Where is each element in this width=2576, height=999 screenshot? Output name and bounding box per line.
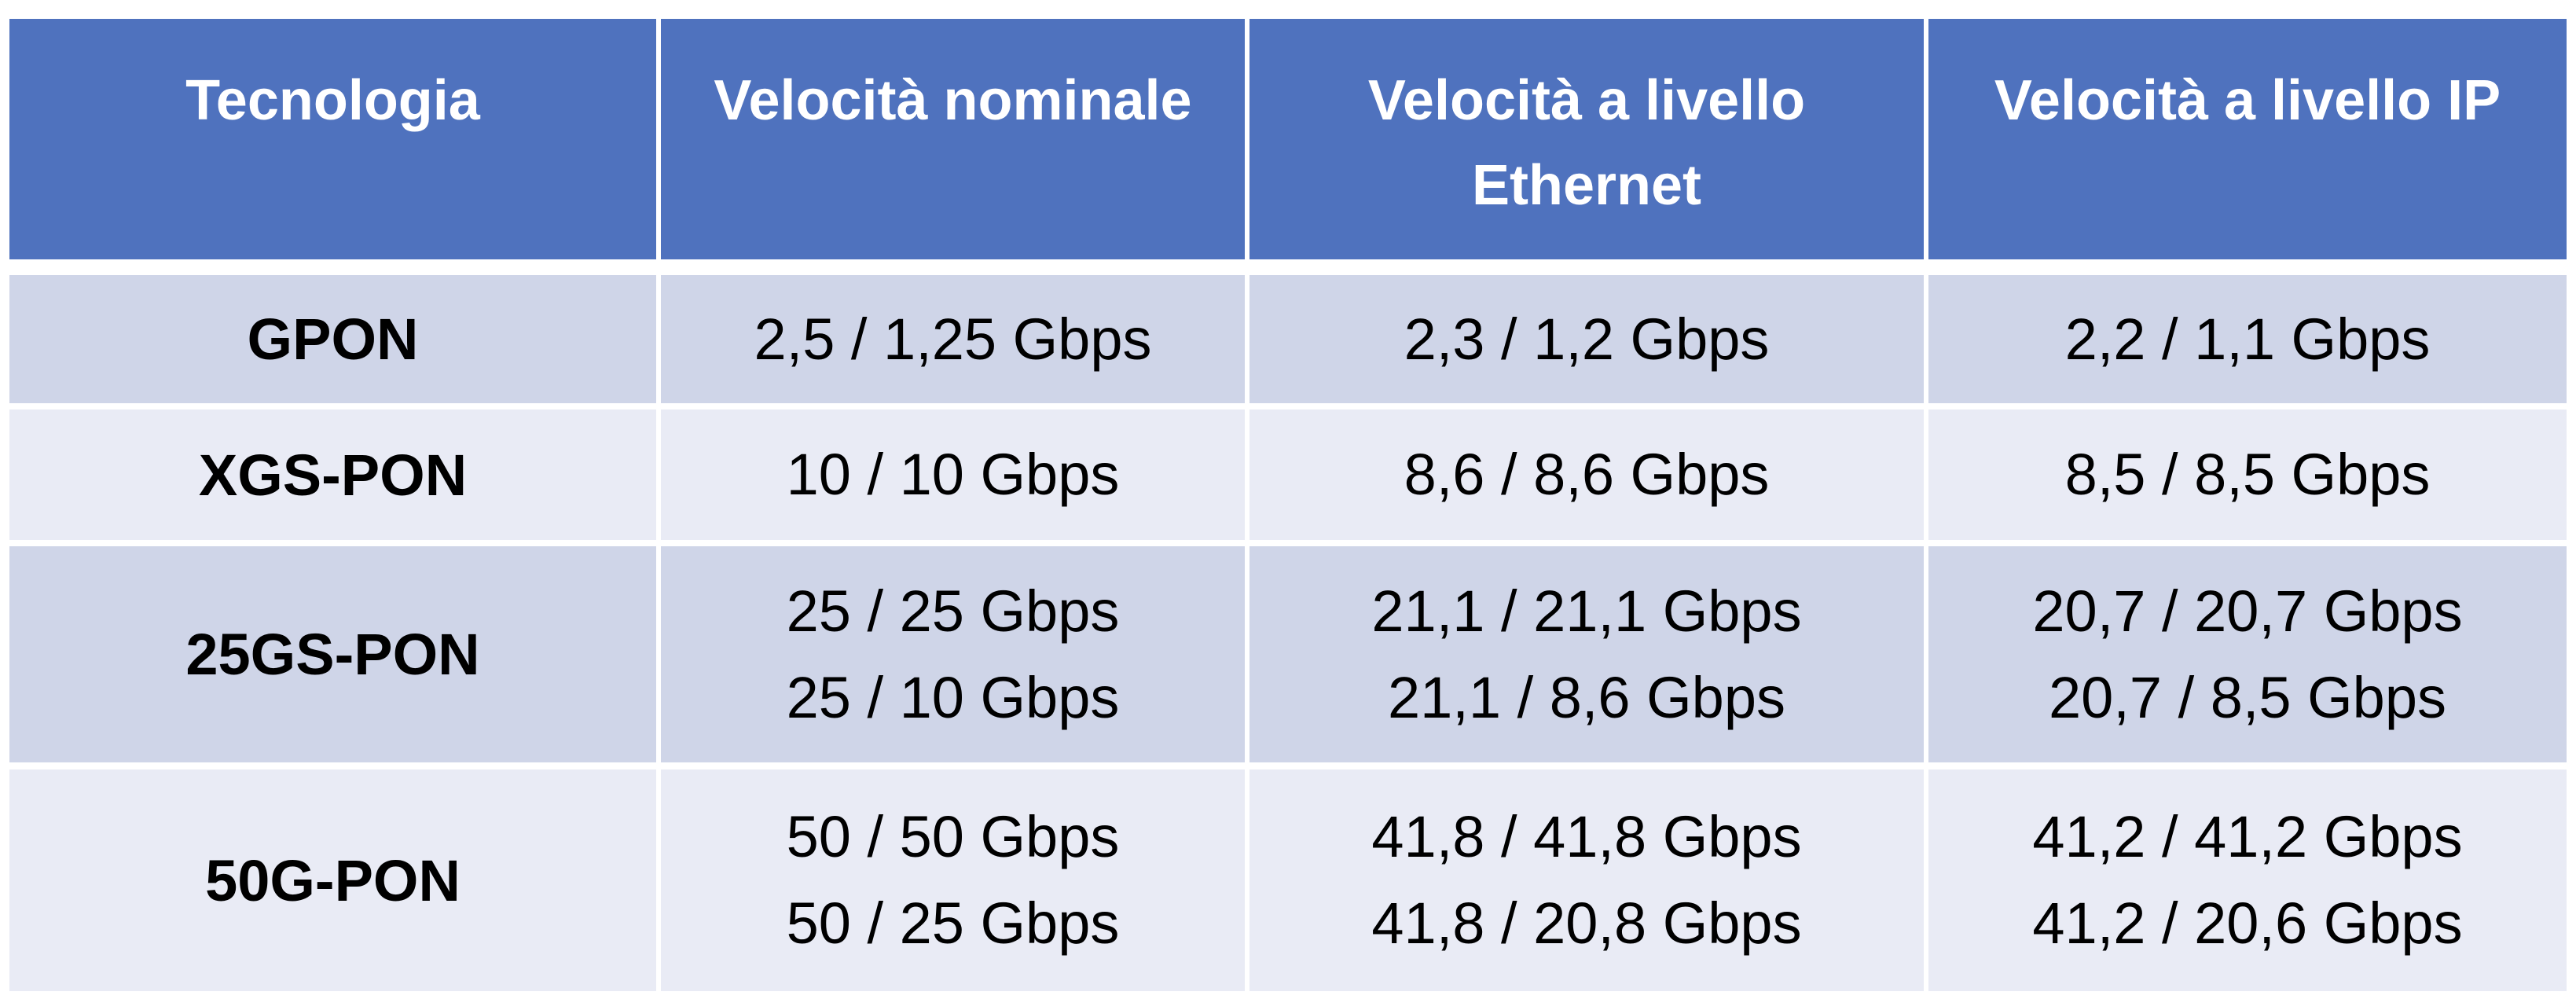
nominal-line: 25 / 10 Gbps bbox=[786, 664, 1120, 730]
ip-line: 41,2 / 41,2 Gbps bbox=[2032, 804, 2463, 869]
header-velocita-ip: Velocità a livello IP bbox=[1928, 19, 2567, 259]
ip-cell: 20,7 / 20,7 Gbps 20,7 / 8,5 Gbps bbox=[1928, 546, 2567, 762]
ip-line: 20,7 / 20,7 Gbps bbox=[2032, 578, 2463, 644]
header-velocita-ethernet: Velocità a livello Ethernet bbox=[1249, 19, 1924, 259]
ip-line: 20,7 / 8,5 Gbps bbox=[2048, 664, 2446, 730]
ethernet-line: 41,8 / 41,8 Gbps bbox=[1371, 804, 1802, 869]
ethernet-cell: 21,1 / 21,1 Gbps 21,1 / 8,6 Gbps bbox=[1249, 546, 1924, 762]
tech-cell: 25GS-PON bbox=[9, 546, 656, 762]
header-tecnologia: Tecnologia bbox=[9, 19, 656, 259]
header-velocita-nominale: Velocità nominale bbox=[661, 19, 1245, 259]
ip-cell: 8,5 / 8,5 Gbps bbox=[1928, 410, 2567, 540]
table-row: 50G-PON 50 / 50 Gbps 50 / 25 Gbps 41,8 /… bbox=[0, 769, 2576, 991]
nominal-cell: 2,5 / 1,25 Gbps bbox=[661, 275, 1245, 403]
ethernet-cell: 41,8 / 41,8 Gbps 41,8 / 20,8 Gbps bbox=[1249, 769, 1924, 991]
table-row: 25GS-PON 25 / 25 Gbps 25 / 10 Gbps 21,1 … bbox=[0, 546, 2576, 762]
ip-cell: 2,2 / 1,1 Gbps bbox=[1928, 275, 2567, 403]
nominal-cell: 25 / 25 Gbps 25 / 10 Gbps bbox=[661, 546, 1245, 762]
tech-cell: GPON bbox=[9, 275, 656, 403]
ip-cell: 41,2 / 41,2 Gbps 41,2 / 20,6 Gbps bbox=[1928, 769, 2567, 991]
ip-line: 41,2 / 20,6 Gbps bbox=[2032, 891, 2463, 956]
nominal-line: 50 / 50 Gbps bbox=[786, 804, 1120, 869]
tech-cell: XGS-PON bbox=[9, 410, 656, 540]
nominal-cell: 50 / 50 Gbps 50 / 25 Gbps bbox=[661, 769, 1245, 991]
nominal-line: 50 / 25 Gbps bbox=[786, 891, 1120, 956]
table-row: GPON 2,5 / 1,25 Gbps 2,3 / 1,2 Gbps 2,2 … bbox=[0, 275, 2576, 403]
ethernet-line: 21,1 / 21,1 Gbps bbox=[1371, 578, 1802, 644]
table-row: XGS-PON 10 / 10 Gbps 8,6 / 8,6 Gbps 8,5 … bbox=[0, 410, 2576, 540]
tech-cell: 50G-PON bbox=[9, 769, 656, 991]
ethernet-cell: 8,6 / 8,6 Gbps bbox=[1249, 410, 1924, 540]
nominal-cell: 10 / 10 Gbps bbox=[661, 410, 1245, 540]
table-header-row: Tecnologia Velocità nominale Velocità a … bbox=[0, 19, 2576, 259]
ethernet-line: 21,1 / 8,6 Gbps bbox=[1387, 664, 1785, 730]
nominal-line: 25 / 25 Gbps bbox=[786, 578, 1120, 644]
ethernet-line: 41,8 / 20,8 Gbps bbox=[1371, 891, 1802, 956]
ethernet-cell: 2,3 / 1,2 Gbps bbox=[1249, 275, 1924, 403]
